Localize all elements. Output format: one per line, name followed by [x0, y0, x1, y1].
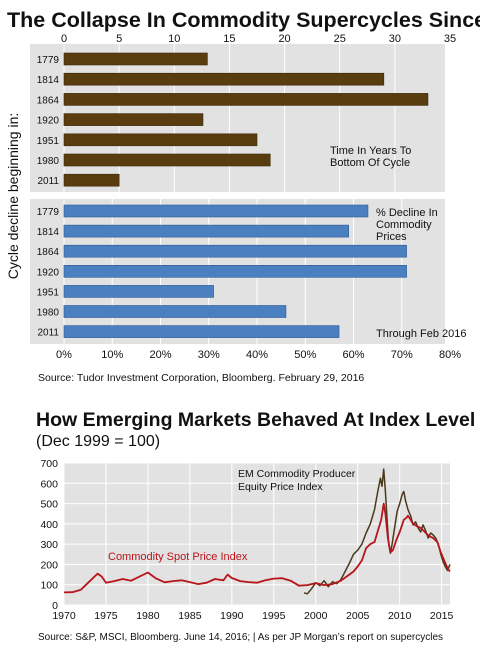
y-tick-label: 400 [40, 519, 58, 531]
x-tick-label: 1980 [136, 610, 160, 622]
category-label: 1951 [37, 136, 60, 147]
years-bars [63, 52, 429, 187]
y-tick-label: 300 [40, 539, 58, 551]
top-chart-title: The Collapse In Commodity Supercycles Si… [7, 8, 480, 32]
category-label: 1779 [37, 207, 60, 218]
category-label: 1980 [37, 156, 60, 167]
category-label: 1920 [37, 267, 60, 278]
y-tick-label: 0 [52, 600, 58, 612]
y-tick-label: 600 [40, 478, 58, 490]
bar [63, 264, 407, 278]
years-category-labels: 1779 1814 1864 1920 1951 1980 2011 [37, 55, 60, 187]
producer-index-label-line1: EM Commodity Producer [238, 468, 356, 480]
decline-annotation-line3: Prices [376, 231, 407, 243]
decline-annotation-line1: % Decline In [376, 207, 438, 219]
decline-bars [63, 204, 407, 338]
bottom-chart-title: How Emerging Markets Behaved At Index Le… [36, 409, 475, 431]
x-tick-label: 2010 [388, 610, 412, 622]
producer-index-label-line2: Equity Price Index [238, 481, 323, 493]
bar [63, 325, 340, 338]
spot-index-label: Commodity Spot Price Index [108, 551, 248, 563]
bar [63, 305, 287, 318]
category-label: 1814 [37, 75, 60, 86]
years-annotation-line1: Time In Years To [330, 145, 411, 157]
bar [63, 204, 369, 218]
decline-category-labels: 1779 1814 1864 1920 1951 1980 2011 [37, 207, 60, 339]
bar [63, 133, 258, 147]
x-tick-label: 1985 [178, 610, 202, 622]
category-label: 2011 [37, 176, 59, 187]
category-label: 1814 [37, 227, 60, 238]
y-tick-label: 200 [40, 559, 58, 571]
x-tick-label: 30 [389, 33, 401, 45]
decline-x-ticks: 0% 10% 20% 30% 40% 50% 60% 70% 80% [56, 349, 461, 361]
x-tick-label: 1990 [220, 610, 244, 622]
decline-note: Through Feb 2016 [376, 328, 467, 340]
x-tick-label: 50% [294, 349, 316, 361]
x-tick-label: 1975 [94, 610, 118, 622]
bar [63, 72, 385, 86]
bar [63, 285, 214, 298]
y-tick-label: 100 [40, 580, 58, 592]
category-label: 1980 [37, 308, 60, 319]
x-tick-label: 2000 [304, 610, 328, 622]
bottom-chart-subtitle: (Dec 1999 = 100) [36, 433, 160, 450]
x-tick-label: 30% [198, 349, 220, 361]
y-tick-label: 500 [40, 499, 58, 511]
bar [63, 224, 349, 238]
bar [63, 93, 429, 106]
bar [63, 244, 407, 258]
x-tick-label: 10 [168, 33, 180, 45]
x-tick-label: 40% [246, 349, 268, 361]
x-tick-label: 80% [439, 349, 461, 361]
x-tick-label: 2015 [430, 610, 454, 622]
line-y-ticks: 0 100 200 300 400 500 600 700 [40, 458, 58, 612]
x-tick-label: 60% [342, 349, 364, 361]
x-tick-label: 35 [444, 33, 456, 45]
x-tick-label: 10% [101, 349, 123, 361]
x-tick-label: 2005 [346, 610, 370, 622]
category-label: 2011 [37, 328, 59, 339]
bar [63, 52, 208, 66]
cycle-axis-label: Cycle decline beginning in: [5, 113, 21, 280]
spot-index-line [63, 502, 451, 594]
bar [63, 153, 271, 167]
line-grid [63, 462, 450, 606]
category-label: 1864 [37, 95, 60, 106]
years-annotation-line2: Bottom Of Cycle [330, 157, 410, 169]
category-label: 1864 [37, 247, 60, 258]
x-tick-label: 70% [391, 349, 413, 361]
x-tick-label: 15 [223, 33, 235, 45]
category-label: 1779 [37, 55, 60, 66]
bottom-source-note: Source: S&P, MSCI, Bloomberg. June 14, 2… [38, 632, 443, 643]
decline-annotation-line2: Commodity [376, 219, 432, 231]
category-label: 1920 [37, 116, 60, 127]
bar [63, 113, 204, 126]
bar [63, 173, 120, 187]
x-tick-label: 0% [56, 349, 72, 361]
x-tick-label: 1995 [262, 610, 286, 622]
category-label: 1951 [37, 287, 60, 298]
x-tick-label: 20% [149, 349, 171, 361]
x-tick-label: 20 [278, 33, 290, 45]
x-tick-label: 0 [61, 33, 67, 45]
top-source-note: Source: Tudor Investment Corporation, Bl… [38, 372, 364, 384]
line-series [63, 468, 451, 595]
x-tick-label: 5 [116, 33, 122, 45]
line-x-ticks: 1970 1975 1980 1985 1990 1995 2000 2005 2010 2015 [52, 610, 453, 622]
x-tick-label: 1970 [52, 610, 76, 622]
y-tick-label: 700 [40, 458, 58, 470]
x-tick-label: 25 [334, 33, 346, 45]
years-x-ticks: 0 5 10 15 20 25 30 35 [61, 33, 456, 45]
